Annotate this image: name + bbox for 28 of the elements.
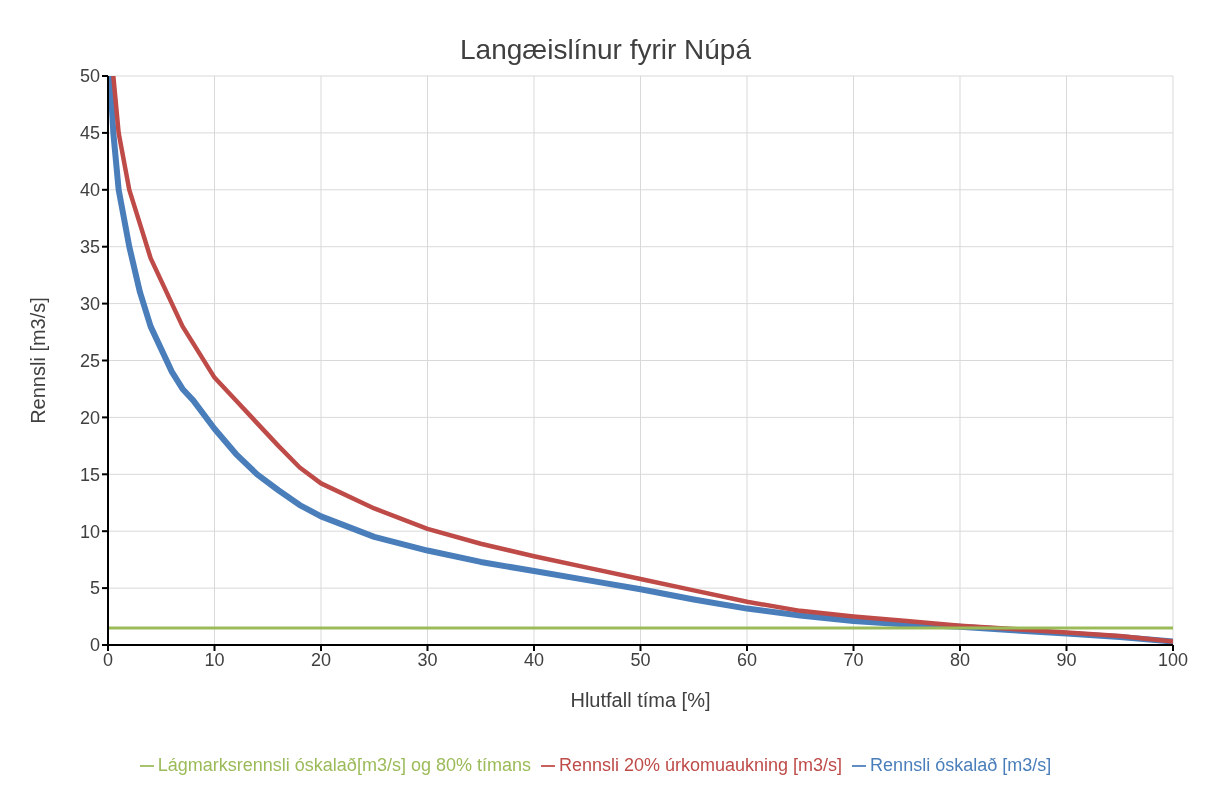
y-tick-label: 35	[79, 237, 100, 258]
y-tick-label: 10	[79, 521, 100, 542]
chart-title: Langæislínur fyrir Núpá	[459, 33, 752, 66]
y-tick-label: 20	[79, 407, 100, 428]
y-tick-label: 45	[79, 123, 100, 144]
y-tick-label: 40	[79, 180, 100, 201]
y-tick-label: 0	[89, 635, 100, 656]
legend-label: Rennsli óskalað [m3/s]	[870, 755, 1052, 775]
y-tick-label: 15	[79, 464, 100, 485]
x-tick-label: 80	[949, 649, 971, 670]
legend-label: Rennsli 20% úrkomuaukning [m3/s]	[558, 755, 843, 775]
x-tick-label: 20	[310, 649, 332, 670]
x-tick-label: 100	[1157, 649, 1189, 670]
x-tick-label: 90	[1056, 649, 1077, 670]
x-tick-label: 30	[417, 649, 438, 670]
y-tick-label: 50	[79, 66, 100, 87]
x-tick-label: 40	[523, 649, 545, 670]
legend-label: Lágmarksrennsli óskalað[m3/s] og 80% tímans	[157, 755, 531, 775]
x-tick-label: 60	[736, 649, 758, 670]
x-tick-label: 10	[204, 649, 225, 670]
y-tick-label: 30	[79, 293, 100, 314]
y-tick-label: 25	[79, 350, 100, 371]
x-tick-label: 0	[102, 649, 114, 670]
x-axis-title: Hlutfall tíma [%]	[570, 689, 711, 711]
x-tick-label: 70	[843, 649, 864, 670]
y-axis-title: Rennsli [m3/s]	[27, 297, 50, 424]
y-tick-label: 5	[89, 578, 100, 599]
x-tick-label: 50	[630, 649, 651, 670]
